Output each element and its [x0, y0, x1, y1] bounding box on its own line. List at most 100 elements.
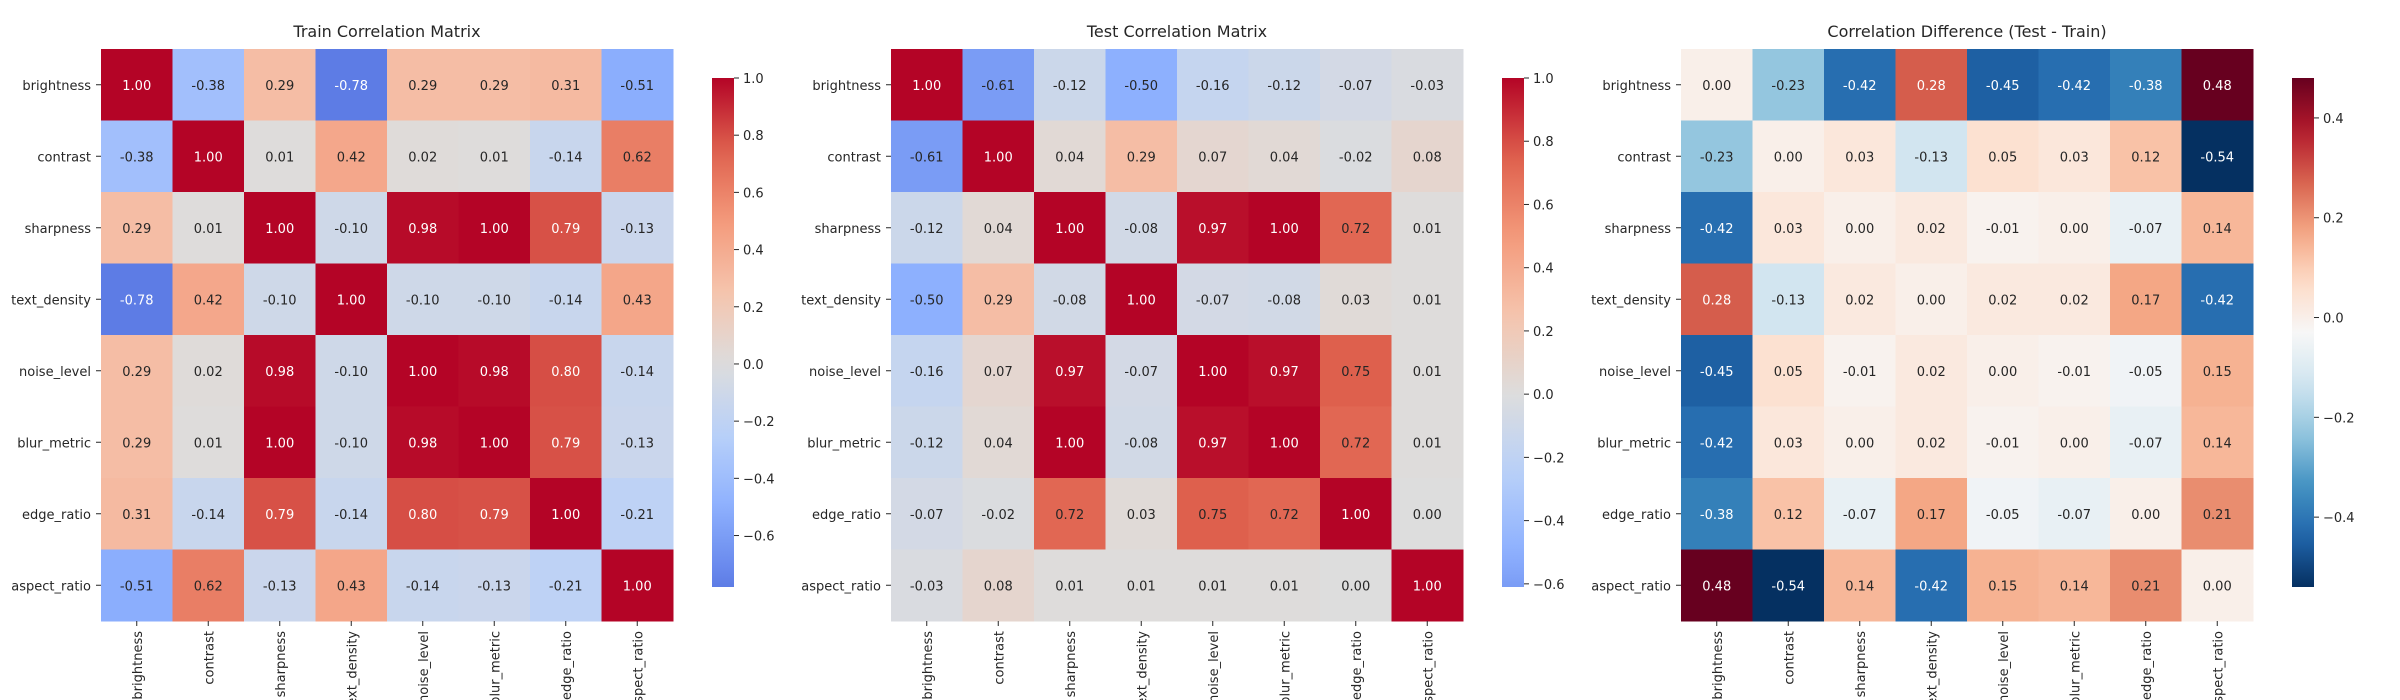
cell-value-label: 0.29 — [122, 365, 151, 380]
heatmap-cell — [1034, 478, 1106, 550]
cell-value-label: -0.23 — [1700, 150, 1734, 165]
cell-value-label: -0.13 — [620, 436, 654, 451]
row-tick-label: edge_ratio — [22, 508, 91, 523]
col-tick-label: noise_level — [1997, 631, 2012, 700]
cell-value-label: 0.29 — [122, 436, 151, 451]
heatmap-cell — [530, 192, 602, 264]
colorbar — [2292, 78, 2314, 587]
cell-value-label: -0.12 — [1053, 79, 1087, 94]
cell-value-label: -0.10 — [334, 365, 368, 380]
cell-value-label: -0.38 — [191, 79, 225, 94]
heatmap-cell — [1248, 406, 1321, 479]
heatmap-cell — [458, 478, 531, 550]
cell-value-label: -0.08 — [1124, 222, 1158, 237]
cell-value-label: -0.50 — [910, 293, 944, 308]
heatmap-cell — [1034, 120, 1106, 193]
cell-value-label: 0.01 — [1270, 579, 1299, 594]
heatmap-cell — [1752, 549, 1825, 622]
colorbar-tick-label: −0.6 — [1533, 578, 1565, 593]
cell-value-label: 0.62 — [623, 150, 652, 165]
heatmap-cell — [1681, 49, 1753, 121]
cell-value-label: 0.42 — [194, 293, 223, 308]
cell-value-label: 0.12 — [1774, 508, 1803, 523]
row-tick-label: sharpness — [1605, 222, 1672, 237]
cell-value-label: -0.14 — [406, 579, 440, 594]
heatmap-cell — [1967, 120, 2039, 193]
col-tick-label: edge_ratio — [2140, 631, 2155, 700]
heatmap-cell — [387, 49, 459, 121]
cell-value-label: 1.00 — [551, 508, 580, 523]
cell-value-label: 0.29 — [408, 79, 437, 94]
col-tick-label: noise_level — [417, 631, 432, 700]
heatmap-cell — [1752, 335, 1825, 407]
col-tick-label: aspect_ratio — [2211, 631, 2226, 700]
cell-value-label: 0.62 — [194, 579, 223, 594]
colorbar — [1502, 78, 1524, 587]
cell-value-label: 1.00 — [408, 365, 437, 380]
cell-value-label: 0.79 — [480, 508, 509, 523]
heatmap-cell — [315, 49, 388, 121]
cell-value-label: 0.02 — [1845, 293, 1874, 308]
heatmap-cell — [1824, 192, 1896, 264]
cell-value-label: 1.00 — [1413, 579, 1442, 594]
cell-value-label: -0.21 — [549, 579, 583, 594]
heatmap-cell — [1105, 263, 1178, 336]
col-tick-label: noise_level — [1207, 631, 1222, 700]
colorbar-tick-label: 1.0 — [1533, 72, 1554, 87]
col-tick-label: ext_density — [345, 631, 360, 700]
cell-value-label: 0.00 — [1341, 579, 1370, 594]
row-tick-label: contrast — [1617, 150, 1671, 165]
heatmap-cell — [244, 549, 316, 622]
heatmap-cell — [1320, 406, 1392, 479]
heatmap-cell — [244, 49, 316, 121]
cell-value-label: -0.42 — [1700, 222, 1734, 237]
cell-value-label: 0.79 — [551, 436, 580, 451]
row-tick-label: noise_level — [19, 365, 91, 380]
heatmap-cell — [530, 49, 602, 121]
heatmap-cell — [962, 406, 1035, 479]
heatmap-cell — [172, 549, 245, 622]
cell-value-label: 0.43 — [623, 293, 652, 308]
cell-value-label: -0.42 — [1843, 79, 1877, 94]
heatmap-cell — [2038, 478, 2111, 550]
heatmap-cell — [1824, 49, 1896, 121]
heatmap-cell — [2038, 49, 2111, 121]
heatmap-cell — [172, 335, 245, 407]
heatmap-cell — [530, 549, 602, 622]
col-tick-label: blur_metric — [1278, 631, 1293, 700]
col-tick-label: ext_density — [1925, 631, 1940, 700]
cell-value-label: 0.03 — [1341, 293, 1370, 308]
heatmap-cell — [1681, 406, 1753, 479]
heatmap-cell — [1752, 263, 1825, 336]
heatmap-cell — [1895, 335, 1968, 407]
cell-value-label: 0.14 — [1845, 579, 1874, 594]
cell-value-label: -0.02 — [1339, 150, 1373, 165]
cell-value-label: -0.10 — [334, 436, 368, 451]
cell-value-label: -0.61 — [981, 79, 1015, 94]
heatmap-cell — [1967, 263, 2039, 336]
col-tick-label: edge_ratio — [1350, 631, 1365, 700]
heatmap-cell — [172, 406, 245, 479]
cell-value-label: 0.07 — [984, 365, 1013, 380]
row-tick-label: blur_metric — [1597, 436, 1671, 451]
heatmap-cell — [891, 120, 963, 193]
heatmap-cell — [1177, 192, 1249, 264]
cell-value-label: -0.78 — [120, 293, 154, 308]
heatmap-cell — [1177, 406, 1249, 479]
cell-value-label: 0.00 — [2203, 579, 2232, 594]
col-tick-label: contrast — [1782, 631, 1797, 685]
cell-value-label: 0.00 — [1917, 293, 1946, 308]
heatmap-cell — [1391, 335, 1464, 407]
cell-value-label: 0.00 — [1988, 365, 2017, 380]
cell-value-label: -0.51 — [620, 79, 654, 94]
cell-value-label: 1.00 — [1341, 508, 1370, 523]
heatmap-cell — [1824, 549, 1896, 622]
cell-value-label: 1.00 — [122, 79, 151, 94]
cell-value-label: -0.13 — [1914, 150, 1948, 165]
cell-value-label: 1.00 — [984, 150, 1013, 165]
heatmap-cell — [1681, 120, 1753, 193]
cell-value-label: -0.07 — [1843, 508, 1877, 523]
cell-value-label: 1.00 — [1198, 365, 1227, 380]
heatmap-cell — [458, 49, 531, 121]
heatmap-cell — [387, 120, 459, 193]
